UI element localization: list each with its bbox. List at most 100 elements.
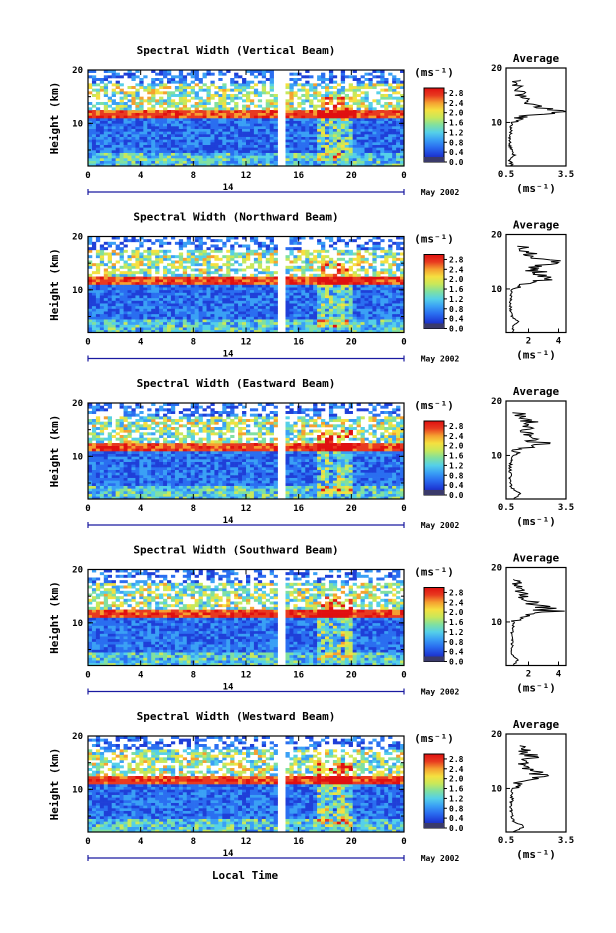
heatmap-cell bbox=[361, 282, 365, 285]
heatmap-cell bbox=[301, 147, 305, 150]
heatmap-cell bbox=[242, 311, 246, 314]
heatmap-cell bbox=[100, 255, 104, 258]
heatmap-cell bbox=[317, 239, 321, 242]
heatmap-cell bbox=[116, 282, 120, 285]
heatmap-cell bbox=[131, 147, 135, 150]
heatmap-cell bbox=[92, 118, 96, 121]
heatmap-cell bbox=[214, 311, 218, 314]
heatmap-cell bbox=[357, 129, 361, 132]
heatmap-cell bbox=[116, 279, 120, 282]
heatmap-cell bbox=[376, 247, 380, 250]
heatmap-cell bbox=[384, 155, 388, 158]
heatmap-cell bbox=[297, 131, 301, 134]
heatmap-cell bbox=[187, 107, 191, 110]
heatmap-cell bbox=[116, 113, 120, 116]
heatmap-cell bbox=[226, 301, 230, 304]
heatmap-cell bbox=[147, 261, 151, 264]
heatmap-cell bbox=[175, 129, 179, 132]
heatmap-cell bbox=[293, 303, 297, 306]
heatmap-cell bbox=[234, 295, 238, 298]
heatmap-cell bbox=[147, 99, 151, 102]
heatmap-cell bbox=[163, 102, 167, 105]
heatmap-cell bbox=[242, 94, 246, 97]
heatmap-cell bbox=[151, 97, 155, 100]
heatmap-cell bbox=[234, 81, 238, 84]
heatmap-cell bbox=[365, 269, 369, 272]
heatmap-cell bbox=[353, 153, 357, 156]
heatmap-cell bbox=[218, 269, 222, 272]
heatmap-cell bbox=[329, 81, 333, 84]
heatmap-cell bbox=[301, 250, 305, 253]
heatmap-cell bbox=[325, 314, 329, 317]
heatmap-cell bbox=[289, 97, 293, 100]
heatmap-cell bbox=[128, 327, 132, 330]
heatmap-cell bbox=[100, 139, 104, 142]
heatmap-cell bbox=[175, 115, 179, 118]
heatmap-cell bbox=[376, 83, 380, 86]
heatmap-cell bbox=[112, 155, 116, 158]
heatmap-cell bbox=[309, 303, 313, 306]
heatmap-cell bbox=[124, 97, 128, 100]
heatmap-cell bbox=[226, 277, 230, 280]
heatmap-cell bbox=[333, 105, 337, 108]
heatmap-cell bbox=[159, 293, 163, 296]
heatmap-cell bbox=[380, 261, 384, 264]
heatmap-cell bbox=[128, 134, 132, 137]
heatmap-cell bbox=[112, 121, 116, 124]
heatmap-cell bbox=[305, 99, 309, 102]
heatmap-cell bbox=[131, 322, 135, 325]
heatmap-cell bbox=[195, 115, 199, 118]
heatmap-cell bbox=[143, 285, 147, 288]
heatmap-cell bbox=[214, 306, 218, 309]
heatmap-cell bbox=[199, 113, 203, 116]
heatmap-cell bbox=[250, 309, 254, 312]
heatmap-cell bbox=[289, 309, 293, 312]
heatmap-cell bbox=[309, 129, 313, 132]
x-tick-label: 0 bbox=[401, 338, 406, 348]
heatmap-cell bbox=[274, 150, 278, 153]
heatmap-cell bbox=[135, 94, 139, 97]
heatmap-cell bbox=[329, 261, 333, 264]
heatmap-cell bbox=[365, 123, 369, 126]
heatmap-cell bbox=[203, 314, 207, 317]
heatmap-cell bbox=[214, 107, 218, 110]
heatmap-cell bbox=[124, 309, 128, 312]
heatmap-cell bbox=[325, 110, 329, 113]
heatmap-cell bbox=[234, 242, 238, 245]
heatmap-cell bbox=[214, 287, 218, 290]
heatmap-cell bbox=[341, 298, 345, 301]
heatmap-cell bbox=[246, 245, 250, 248]
heatmap-cell bbox=[376, 298, 380, 301]
heatmap-cell bbox=[246, 147, 250, 150]
heatmap-cell bbox=[131, 325, 135, 328]
heatmap-cell bbox=[210, 155, 214, 158]
heatmap-cell bbox=[112, 242, 116, 245]
heatmap-cell bbox=[349, 258, 353, 261]
heatmap-cell bbox=[222, 245, 226, 248]
heatmap-cell bbox=[246, 131, 250, 134]
heatmap-cell bbox=[167, 73, 171, 76]
heatmap-cell bbox=[372, 121, 376, 124]
heatmap-cell bbox=[128, 298, 132, 301]
heatmap-cell bbox=[124, 102, 128, 105]
heatmap-cell bbox=[230, 81, 234, 84]
heatmap-cell bbox=[195, 274, 199, 277]
heatmap-cell bbox=[301, 309, 305, 312]
heatmap-cell bbox=[222, 142, 226, 145]
heatmap-cell bbox=[341, 301, 345, 304]
heatmap-cell bbox=[361, 314, 365, 317]
heatmap-cell bbox=[258, 242, 262, 245]
heatmap-cell bbox=[124, 239, 128, 242]
heatmap-cell bbox=[305, 110, 309, 113]
heatmap-cell bbox=[258, 494, 262, 497]
heatmap-cell bbox=[246, 99, 250, 102]
heatmap-cell bbox=[179, 118, 183, 121]
heatmap-cell bbox=[368, 266, 372, 269]
heatmap-cell bbox=[384, 290, 388, 293]
heatmap-cell bbox=[380, 129, 384, 132]
heatmap-cell bbox=[195, 263, 199, 266]
heatmap-cell bbox=[345, 147, 349, 150]
heatmap-cell bbox=[108, 314, 112, 317]
heatmap-cell bbox=[341, 137, 345, 140]
heatmap-cell bbox=[191, 258, 195, 261]
